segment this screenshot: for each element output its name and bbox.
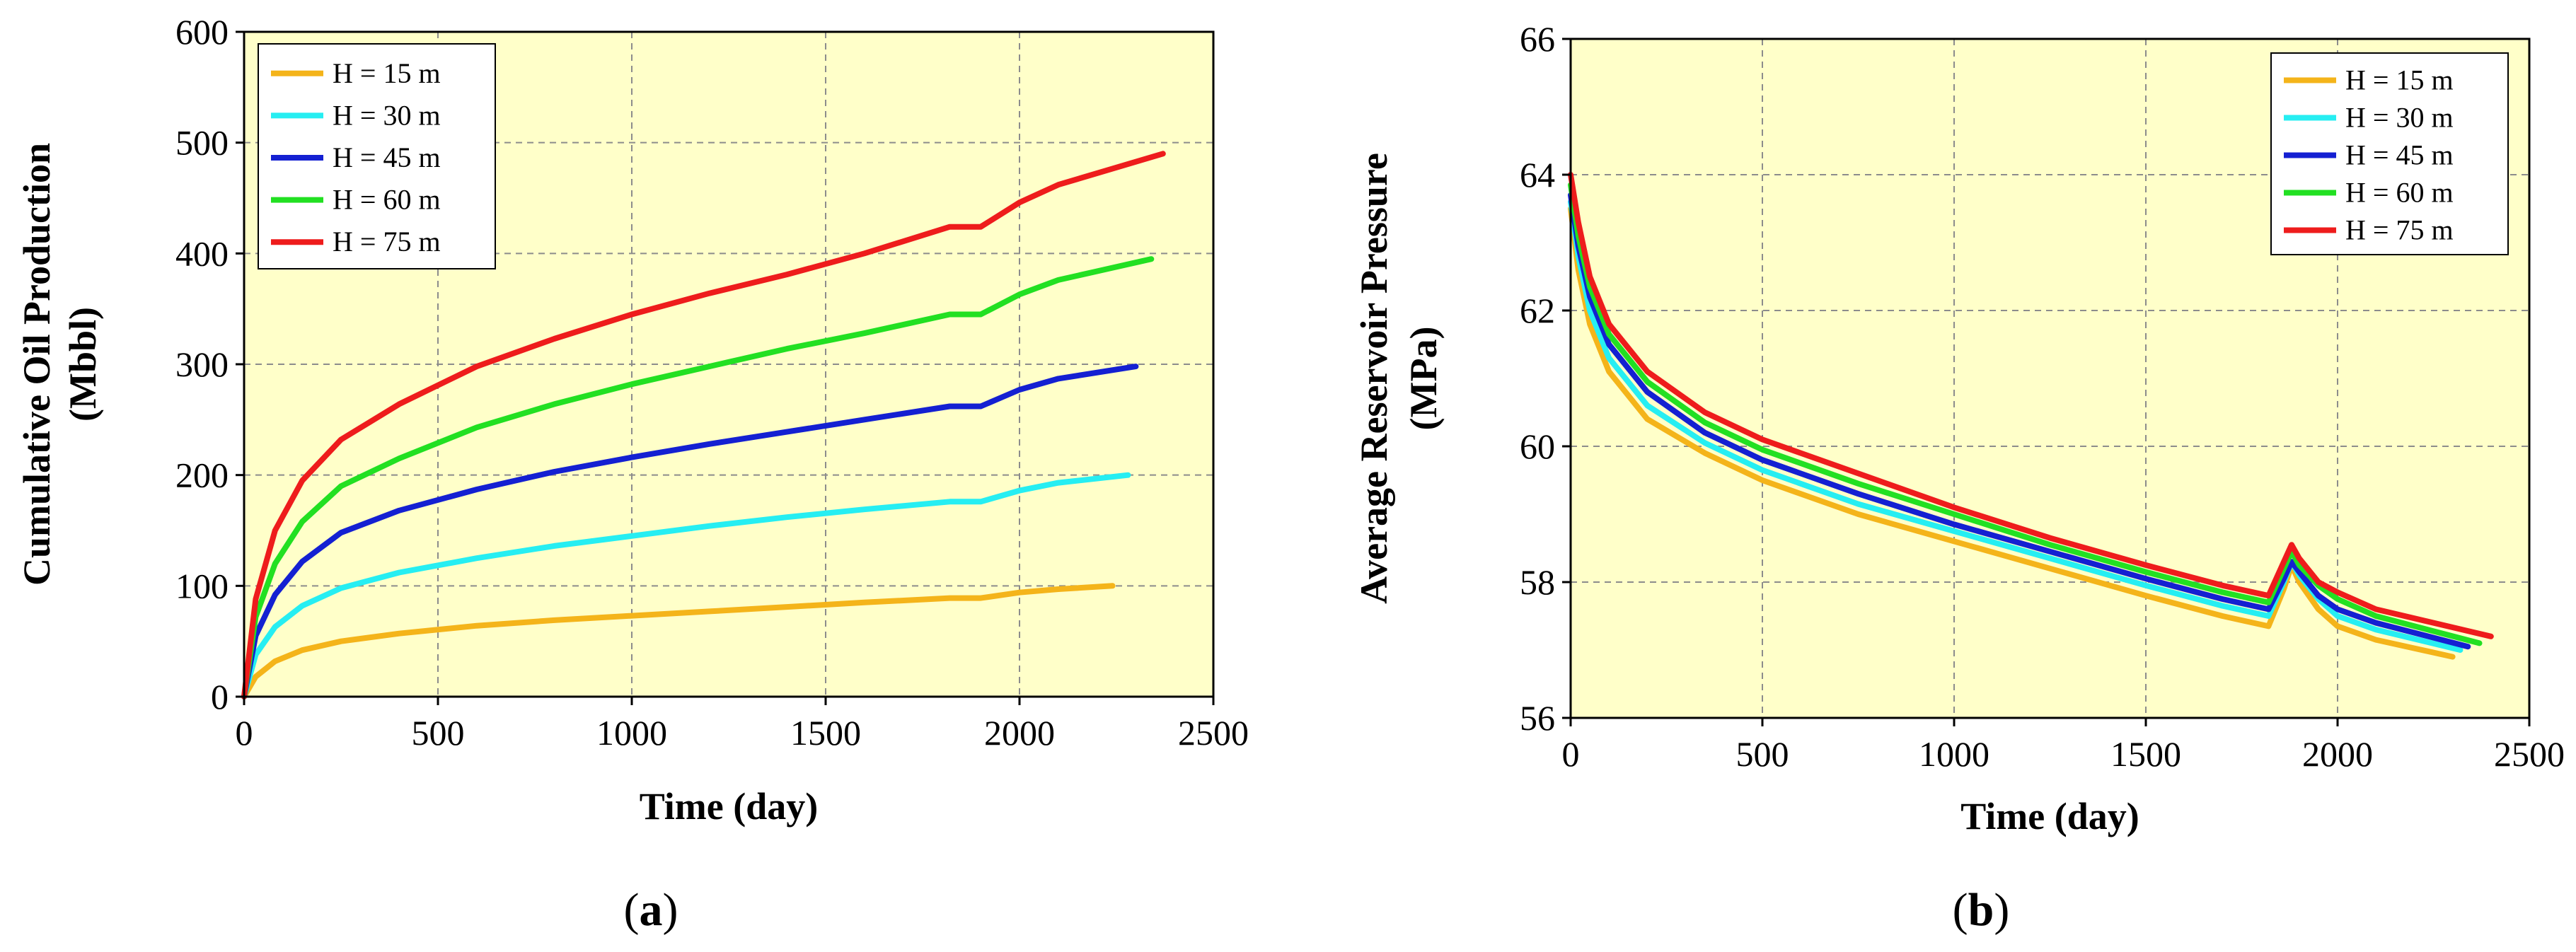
caption-letter: a (640, 884, 663, 936)
y-tick-label: 600 (175, 12, 229, 52)
series-line-1 (1568, 206, 2456, 660)
series-line-5 (241, 151, 1166, 700)
legend-label-5: H = 75 m (2345, 214, 2454, 246)
x-axis-title: Time (day) (1960, 795, 2139, 837)
x-tick-label: 1000 (1919, 734, 1989, 774)
x-tick-label: 0 (1562, 734, 1580, 774)
x-tick-label: 500 (1736, 734, 1789, 774)
legend-label-5: H = 75 m (333, 226, 441, 257)
y-tick-label: 400 (175, 233, 229, 273)
legend: H = 15 m H = 30 m H = 45 m H = 60 m H = 75 m (258, 43, 496, 269)
series-line-4 (241, 256, 1155, 700)
legend-label-4: H = 60 m (333, 184, 441, 216)
legend-label-3: H = 45 m (2345, 139, 2454, 171)
y-tick-label: 60 (1520, 426, 1555, 466)
x-tick-label: 1500 (2110, 734, 2181, 774)
x-tick-label: 0 (236, 713, 253, 753)
x-tick-label: 500 (412, 713, 465, 753)
y-axis-title: Average Reservoir Pressure (1353, 153, 1395, 604)
x-tick-label: 2000 (984, 713, 1055, 753)
y-tick-label: 100 (175, 566, 229, 605)
y-axis-title-units: (Mbbl) (62, 307, 104, 422)
legend-label-1: H = 15 m (2345, 64, 2454, 96)
y-tick-label: 58 (1520, 562, 1555, 602)
series-line-5 (1568, 172, 2494, 639)
y-tick-label: 300 (175, 344, 229, 384)
y-tick-label: 66 (1520, 19, 1555, 59)
x-tick-label: 2500 (1178, 713, 1249, 753)
x-tick-label: 2000 (2302, 734, 2373, 774)
y-tick-label: 200 (175, 455, 229, 495)
plot-frame (1569, 37, 2531, 719)
x-axis-title: Time (day) (640, 785, 819, 828)
series-line-2 (241, 472, 1131, 700)
y-axis-title-units: (MPa) (1402, 327, 1445, 431)
legend: H = 15 m H = 30 m H = 45 m H = 60 m H = 75 m (2270, 52, 2509, 255)
legend-label-3: H = 45 m (333, 141, 441, 173)
y-tick-label: 0 (211, 677, 229, 716)
chart-panel-b: 0 500 1000 1500 2000 2500 56 58 60 62 64 66 Time (da… (1353, 19, 2565, 936)
caption-close: ) (1994, 884, 2009, 936)
x-tick-label: 2500 (2494, 734, 2565, 774)
panel-caption: (b) (1953, 884, 2010, 936)
series-line-3 (241, 364, 1139, 700)
legend-label-2: H = 30 m (333, 99, 441, 131)
legend-label-2: H = 30 m (2345, 102, 2454, 134)
y-tick-label: 64 (1520, 155, 1555, 195)
y-tick-label: 62 (1520, 291, 1555, 330)
caption-close: ) (663, 884, 678, 936)
chart-panel-a: 0 500 1000 1500 2000 2500 0 100 200 300 400 500 600 T… (16, 12, 1249, 936)
caption-open: ( (624, 884, 640, 936)
y-axis-title: Cumulative Oil Production (16, 143, 58, 586)
caption-open: ( (1953, 884, 1968, 936)
y-tick-label: 56 (1520, 698, 1555, 738)
panel-caption: (a) (624, 884, 678, 936)
y-tick-label: 500 (175, 123, 229, 163)
caption-letter: b (1968, 884, 1994, 936)
legend-label-4: H = 60 m (2345, 177, 2454, 209)
x-tick-label: 1000 (596, 713, 667, 753)
series-line-1 (241, 583, 1116, 700)
legend-label-1: H = 15 m (333, 57, 441, 89)
series-line-3 (1568, 192, 2471, 650)
x-tick-label: 1500 (790, 713, 861, 753)
